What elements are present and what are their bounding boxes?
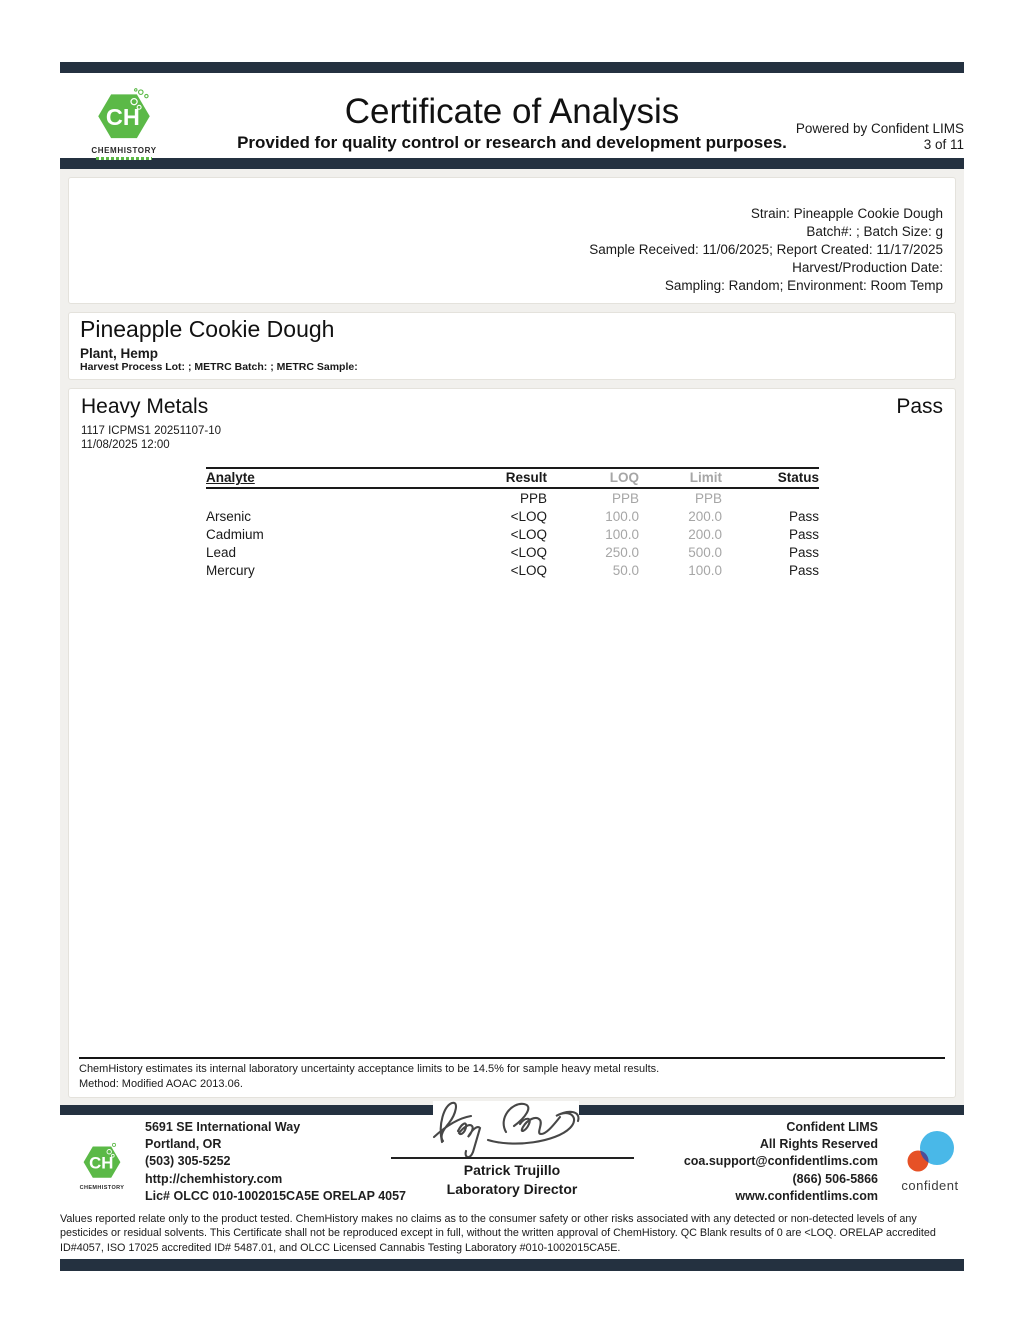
- lims-website-link[interactable]: www.confidentlims.com: [735, 1188, 878, 1203]
- director-signature: [432, 1101, 580, 1159]
- lab-city: Portland, OR: [145, 1137, 222, 1152]
- chemhistory-hexagon-icon: CH: [98, 88, 150, 139]
- svg-text:CH: CH: [89, 1154, 113, 1173]
- table-header-row: Analyte Result LOQ Limit Status: [206, 467, 819, 489]
- confident-lims-logo: confident: [898, 1129, 962, 1193]
- section-footnote: ChemHistory estimates its internal labor…: [79, 1057, 945, 1091]
- received-created-line: Sample Received: 11/06/2025; Report Crea…: [589, 242, 943, 257]
- status-value: Pass: [788, 563, 819, 578]
- page-indicator: 3 of 11: [923, 137, 964, 152]
- divider-bar-top: [60, 62, 964, 73]
- batch-line: Batch#: ; Batch Size: g: [806, 224, 943, 239]
- lab-street: 5691 SE International Way: [145, 1120, 301, 1134]
- powered-by-text: Powered by Confident LIMS: [795, 121, 964, 136]
- lab-website-link[interactable]: http://chemhistory.com: [145, 1171, 283, 1186]
- section-run-id: 1117 ICPMS1 20251107-10: [81, 425, 222, 437]
- legal-disclaimer: Values reported relate only to the produ…: [60, 1213, 936, 1254]
- confident-circles-icon: [907, 1131, 954, 1172]
- heavy-metals-panel: Heavy Metals 1117 ICPMS1 20251107-10 11/…: [68, 388, 956, 1098]
- units-row: PPB PPB PPB: [206, 488, 819, 508]
- table-row: Arsenic <LOQ 100.0 200.0 Pass: [206, 508, 819, 526]
- svg-text:CH: CH: [106, 104, 140, 130]
- product-metrc-line: Harvest Process Lot: ; METRC Batch: ; ME…: [80, 361, 358, 373]
- result-value: <LOQ: [510, 545, 547, 560]
- lab-address-block: 5691 SE International Way Portland, OR (…: [145, 1119, 406, 1205]
- limit-value: 200.0: [688, 509, 722, 524]
- chemhistory-footer-logo: CH CHEMHISTORY: [76, 1142, 128, 1191]
- section-status-badge: Pass: [896, 395, 943, 418]
- powered-by-block: Powered by Confident LIMS 3 of 11: [796, 121, 964, 153]
- section-run-datetime: 11/08/2025 12:00: [81, 439, 170, 451]
- lims-name: Confident LIMS: [786, 1120, 878, 1134]
- product-name: Pineapple Cookie Dough: [80, 316, 335, 342]
- divider-bar-bottom: [60, 1259, 964, 1271]
- analyte-name: Arsenic: [206, 509, 252, 524]
- harvest-date-line: Harvest/Production Date:: [792, 260, 943, 275]
- signatory-title: Laboratory Director: [446, 1181, 578, 1197]
- analyte-name: Cadmium: [206, 527, 264, 542]
- sample-info-lines: Strain: Pineapple Cookie Dough Batch#: ;…: [589, 205, 943, 295]
- chemhistory-brand-text: CHEMHISTORY: [91, 146, 157, 155]
- uncertainty-note: ChemHistory estimates its internal labor…: [79, 1063, 660, 1075]
- status-value: Pass: [788, 545, 819, 560]
- lims-rights: All Rights Reserved: [759, 1137, 878, 1152]
- results-table: Analyte Result LOQ Limit Status PPB PPB …: [206, 467, 819, 580]
- col-header-status: Status: [722, 467, 819, 489]
- unit-cell: [722, 488, 819, 508]
- chemhistory-brand-text: CHEMHISTORY: [79, 1185, 125, 1191]
- analyte-name: Mercury: [206, 563, 255, 578]
- chemhistory-hexagon-icon: CH: [83, 1142, 121, 1178]
- chemhistory-logo: CH CHEMHISTORY: [90, 88, 158, 160]
- confident-wordmark: confident: [901, 1178, 959, 1193]
- signature-background-patch: [433, 1101, 579, 1117]
- loq-value: 100.0: [605, 527, 639, 542]
- section-title: Heavy Metals: [81, 395, 209, 418]
- lab-license: Lic# OLCC 010-1002015CA5E ORELAP 4057: [145, 1188, 407, 1203]
- unit-cell: PPB: [694, 491, 722, 506]
- signature-line: [391, 1157, 634, 1159]
- col-header-limit: Limit: [639, 467, 722, 489]
- signatory-name: Patrick Trujillo: [463, 1162, 561, 1178]
- loq-value: 250.0: [605, 545, 639, 560]
- result-value: <LOQ: [510, 509, 547, 524]
- col-header-loq: LOQ: [547, 467, 639, 489]
- product-category: Plant, Hemp: [80, 346, 159, 361]
- status-value: Pass: [788, 509, 819, 524]
- table-row: Lead <LOQ 250.0 500.0 Pass: [206, 544, 819, 562]
- divider-bar-header-bottom: [60, 158, 964, 169]
- lims-email-link[interactable]: coa.support@confidentlims.com: [683, 1154, 878, 1169]
- limit-value: 200.0: [688, 527, 722, 542]
- limit-value: 500.0: [688, 545, 722, 560]
- logo-tagline-strip: [96, 157, 152, 160]
- page-subtitle: Provided for quality control or research…: [237, 133, 787, 152]
- col-header-analyte: Analyte: [206, 467, 462, 489]
- sampling-line: Sampling: Random; Environment: Room Temp: [664, 278, 943, 293]
- loq-value: 100.0: [605, 509, 639, 524]
- strain-line: Strain: Pineapple Cookie Dough: [750, 206, 943, 221]
- lims-contact-block: Confident LIMS All Rights Reserved coa.s…: [684, 1119, 878, 1205]
- result-value: <LOQ: [510, 563, 547, 578]
- lims-phone: (866) 506-5866: [792, 1171, 878, 1186]
- result-value: <LOQ: [510, 527, 547, 542]
- unit-cell: PPB: [611, 491, 639, 506]
- page-title: Certificate of Analysis: [344, 92, 680, 131]
- lab-phone: (503) 305-5252: [145, 1154, 231, 1169]
- table-row: Cadmium <LOQ 100.0 200.0 Pass: [206, 526, 819, 544]
- product-panel: Pineapple Cookie Dough Plant, Hemp Harve…: [68, 312, 956, 380]
- unit-cell: PPB: [519, 491, 547, 506]
- table-row: Mercury <LOQ 50.0 100.0 Pass: [206, 562, 819, 580]
- col-header-result: Result: [462, 467, 547, 489]
- loq-value: 50.0: [612, 563, 639, 578]
- method-note: Method: Modified AOAC 2013.06.: [79, 1077, 243, 1090]
- analyte-name: Lead: [206, 545, 237, 560]
- sample-info-panel: Strain: Pineapple Cookie Dough Batch#: ;…: [68, 177, 956, 304]
- unit-cell: [206, 488, 462, 508]
- status-value: Pass: [788, 527, 819, 542]
- limit-value: 100.0: [688, 563, 722, 578]
